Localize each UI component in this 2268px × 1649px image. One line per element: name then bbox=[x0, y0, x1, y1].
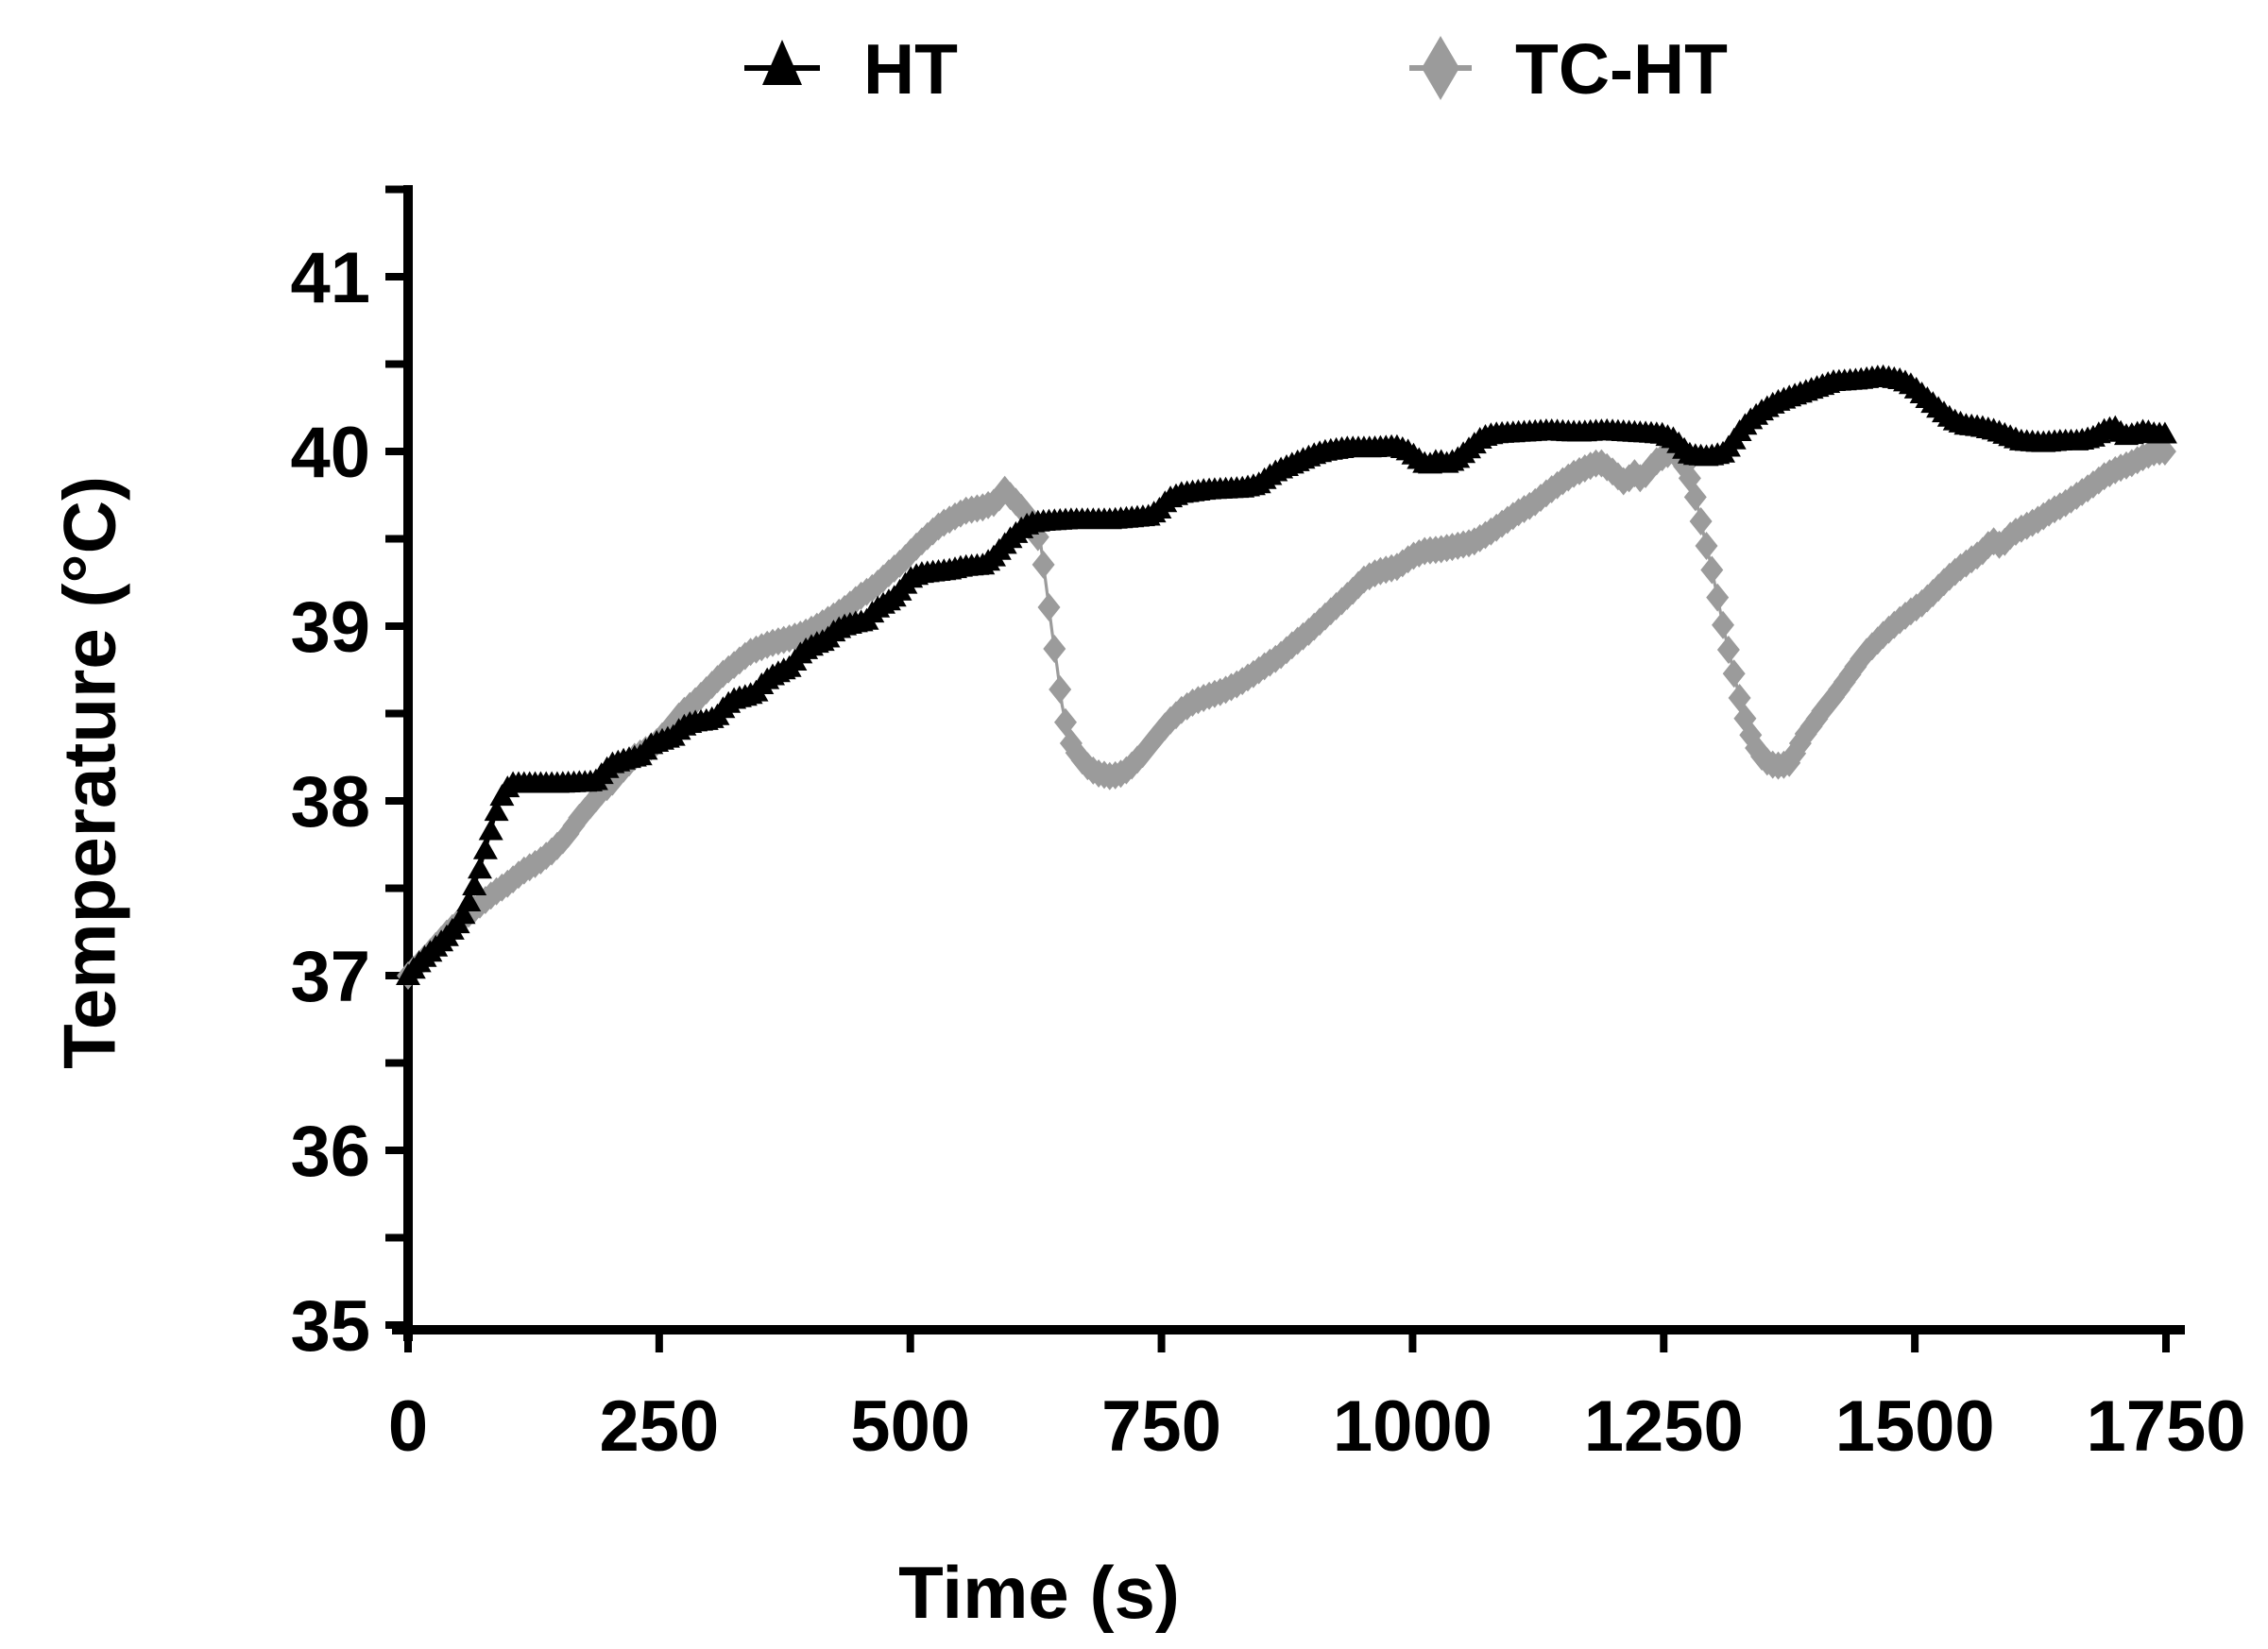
y-tick-label: 40 bbox=[290, 413, 370, 493]
y-tick-label: 39 bbox=[290, 587, 370, 668]
tc-ht-markers bbox=[397, 437, 2176, 990]
x-tick-label: 500 bbox=[850, 1386, 970, 1467]
ht-markers bbox=[396, 364, 2177, 985]
x-axis-title: Time (s) bbox=[898, 1551, 1180, 1634]
x-tick-label: 1750 bbox=[2086, 1386, 2245, 1467]
y-tick-label: 36 bbox=[290, 1112, 370, 1192]
y-axis-title: Temperature (°C) bbox=[47, 476, 131, 1069]
legend-label-tc-ht: TC-HT bbox=[1515, 29, 1728, 109]
y-tick-label: 35 bbox=[290, 1286, 370, 1367]
ht-triangle-icon bbox=[762, 40, 802, 85]
legend-label-ht: HT bbox=[863, 29, 958, 109]
y-tick-label: 38 bbox=[290, 762, 370, 842]
tc-ht-diamond-icon bbox=[1422, 36, 1459, 100]
x-tick-label: 1500 bbox=[1835, 1386, 1995, 1467]
y-tick-label: 37 bbox=[290, 937, 370, 1017]
x-tick-label: 250 bbox=[599, 1386, 719, 1467]
y-tick-label: 41 bbox=[290, 238, 370, 318]
x-tick-label: 750 bbox=[1101, 1386, 1221, 1467]
x-tick-label: 1000 bbox=[1333, 1386, 1492, 1467]
x-tick-label: 0 bbox=[388, 1386, 428, 1467]
x-tick-label: 1250 bbox=[1584, 1386, 1744, 1467]
